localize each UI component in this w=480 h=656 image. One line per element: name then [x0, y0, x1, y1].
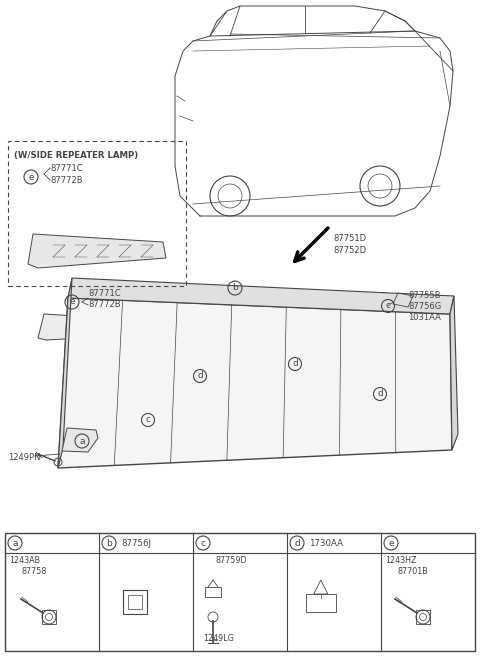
Text: e: e	[388, 539, 394, 548]
Bar	[205, 587, 221, 597]
Polygon shape	[450, 296, 458, 450]
Polygon shape	[68, 278, 454, 314]
Text: 87759D: 87759D	[215, 556, 247, 565]
Bar	[306, 594, 336, 612]
Bar	[5, 533, 475, 651]
Text: 87752D: 87752D	[333, 246, 366, 255]
Text: 87756J: 87756J	[121, 539, 151, 548]
Text: c: c	[385, 302, 391, 310]
Bar	[128, 595, 142, 609]
Text: e: e	[69, 298, 75, 306]
Text: d: d	[377, 390, 383, 398]
Text: 1249PN: 1249PN	[8, 453, 40, 462]
Text: 87758: 87758	[21, 567, 47, 576]
Text: 87771C: 87771C	[50, 164, 83, 173]
Polygon shape	[62, 428, 98, 452]
Text: c: c	[201, 539, 205, 548]
Bar	[122, 590, 146, 614]
Polygon shape	[58, 298, 452, 468]
Bar	[416, 610, 430, 624]
Text: 1031AA: 1031AA	[408, 313, 441, 322]
Text: c: c	[145, 415, 151, 424]
Text: e: e	[28, 173, 34, 182]
Text: d: d	[197, 371, 203, 380]
Text: (W/SIDE REPEATER LAMP): (W/SIDE REPEATER LAMP)	[14, 151, 138, 160]
Text: 87701B: 87701B	[397, 567, 428, 576]
Bar	[8, 141, 186, 286]
Text: 87755B: 87755B	[408, 291, 441, 300]
Text: b: b	[106, 539, 112, 548]
Text: a: a	[12, 539, 18, 548]
Polygon shape	[28, 234, 166, 268]
Text: 1243AB: 1243AB	[9, 556, 40, 565]
Text: 87751D: 87751D	[333, 234, 366, 243]
Polygon shape	[38, 314, 125, 340]
Text: d: d	[294, 539, 300, 548]
Text: a: a	[79, 436, 85, 445]
Text: 87772B: 87772B	[88, 300, 120, 309]
Text: 87756G: 87756G	[408, 302, 441, 311]
Text: 1243HZ: 1243HZ	[385, 556, 417, 565]
Text: b: b	[232, 283, 238, 293]
Text: d: d	[292, 359, 298, 369]
Polygon shape	[58, 278, 72, 468]
Bar	[42, 610, 56, 624]
Text: 87772B: 87772B	[50, 176, 83, 185]
Text: 1249LG: 1249LG	[203, 634, 234, 643]
Text: 87771C: 87771C	[88, 289, 120, 298]
Text: 1730AA: 1730AA	[309, 539, 343, 548]
